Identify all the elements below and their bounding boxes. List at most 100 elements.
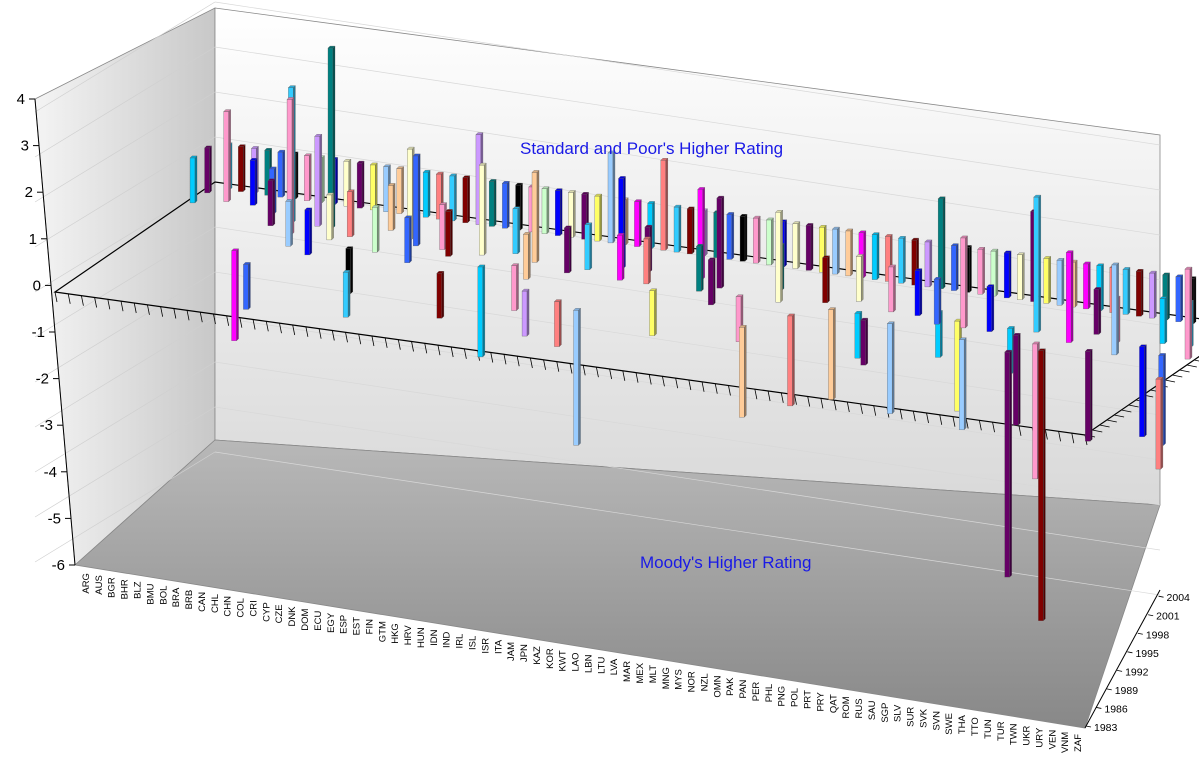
bar xyxy=(237,144,246,192)
zero-plane-tick xyxy=(1071,433,1075,444)
country-tick-label: JAM xyxy=(506,642,517,661)
country-tick-label: ROM xyxy=(841,696,852,718)
country-tick-label: PAN xyxy=(738,679,749,698)
country-tick-label: CHN xyxy=(223,596,234,617)
bar xyxy=(231,248,239,342)
bar xyxy=(1016,252,1025,301)
zero-plane-tick xyxy=(516,356,520,367)
country-axis: ARG AUS BGR BHR BLZ BMU BOL BRA BRB CAN CHL CHN COL C… xyxy=(81,573,1084,753)
bar xyxy=(616,232,625,281)
left-wall-gridline xyxy=(34,136,216,248)
bar xyxy=(775,209,783,303)
country-tick-label: FIN xyxy=(364,619,375,634)
bar xyxy=(1111,262,1120,356)
bar xyxy=(1149,270,1157,319)
bar xyxy=(1003,250,1012,299)
bar xyxy=(888,264,896,313)
country-tick-label: SLV xyxy=(893,704,904,722)
back-wall-gridline xyxy=(214,361,1161,506)
country-tick-label: OMN xyxy=(712,675,723,697)
zero-plane-tick xyxy=(807,396,811,407)
country-tick-label: HRV xyxy=(403,625,414,646)
bar xyxy=(726,212,735,260)
zero-plane-tick xyxy=(292,324,296,336)
zero-plane-tick xyxy=(371,335,375,347)
country-tick-label: KWT xyxy=(558,650,569,671)
country-tick-label: PNG xyxy=(777,686,788,707)
bar xyxy=(1184,266,1193,360)
country-tick-label: LVA xyxy=(609,658,620,675)
country-tick-label: PRT xyxy=(802,690,813,709)
country-tick-label: TWN xyxy=(1009,723,1020,745)
bar xyxy=(845,228,854,277)
bar xyxy=(673,204,682,253)
bar xyxy=(594,193,603,242)
zero-plane-tick xyxy=(926,412,929,424)
bar xyxy=(1135,268,1144,317)
zero-plane-tick xyxy=(635,372,639,383)
bar xyxy=(792,221,801,269)
country-tick-label: TUR xyxy=(996,721,1007,741)
bar xyxy=(531,170,540,263)
country-tick-label: IDN xyxy=(429,629,440,646)
bar xyxy=(563,225,572,274)
z-tick-label: 3 xyxy=(21,138,29,155)
year-tick xyxy=(1106,688,1112,691)
zero-plane-tick xyxy=(384,337,388,348)
bar xyxy=(521,288,530,337)
year-axis: 2004 2001 1998 1995 1992 1989 1986 1983 xyxy=(1084,589,1190,734)
z-axis: 4 3 2 1 0 -1 -2 -3 -4 -5 -6 xyxy=(17,91,76,574)
zero-plane-tick xyxy=(411,341,414,352)
zero-plane-tick xyxy=(54,291,58,303)
zero-plane-tick xyxy=(94,297,98,308)
bar xyxy=(478,162,487,256)
zero-plane-tick xyxy=(675,378,679,389)
bar xyxy=(1084,348,1093,442)
back-wall-gridlines xyxy=(34,1,1161,596)
bar xyxy=(1004,349,1013,578)
country-tick-label: UKR xyxy=(1022,725,1033,745)
bar xyxy=(886,321,895,415)
zero-plane-tick xyxy=(397,339,401,350)
bar xyxy=(267,178,276,227)
country-tick-label: SUR xyxy=(906,707,917,727)
zero-plane-tick xyxy=(648,374,652,385)
bar xyxy=(787,313,795,407)
bar xyxy=(937,196,946,290)
z-tick-label: 0 xyxy=(33,277,41,294)
bar xyxy=(573,307,581,446)
bar xyxy=(326,192,335,241)
zero-plane-tick xyxy=(133,302,137,314)
bar xyxy=(607,150,616,244)
zero-plane-tick xyxy=(939,414,943,425)
country-tick-label: PAK xyxy=(725,677,736,696)
zero-plane-tick xyxy=(992,422,995,433)
country-tick-label: DNK xyxy=(287,606,298,627)
country-tick-label: DOM xyxy=(300,608,311,630)
bar xyxy=(412,153,421,247)
country-tick-label: NOR xyxy=(687,671,698,692)
bar xyxy=(387,183,396,231)
zero-plane-tick xyxy=(226,315,230,326)
plot-box xyxy=(34,1,1199,729)
country-tick-label: BHR xyxy=(120,579,131,599)
country-tick-label: HUN xyxy=(416,627,427,648)
bar xyxy=(716,195,725,289)
left-wall-gridline xyxy=(34,271,216,383)
bar xyxy=(342,269,351,318)
zero-plane-tick xyxy=(305,326,309,337)
year-tick xyxy=(1148,614,1154,617)
z-tick-label: 4 xyxy=(17,91,25,108)
bar xyxy=(223,109,232,202)
zero-plane-tick xyxy=(437,345,441,356)
country-tick-label: POL xyxy=(790,688,801,707)
zero-plane-tick xyxy=(912,411,916,422)
zero-plane-year-tick xyxy=(1128,404,1139,408)
country-tick-label: BGR xyxy=(107,577,118,598)
bar xyxy=(828,307,836,400)
z-tick-label: -5 xyxy=(48,510,61,527)
zero-plane-tick xyxy=(318,328,322,339)
bar xyxy=(303,153,312,202)
year-tick-label: 1986 xyxy=(1104,703,1128,715)
left-wall-gridline xyxy=(34,181,216,293)
